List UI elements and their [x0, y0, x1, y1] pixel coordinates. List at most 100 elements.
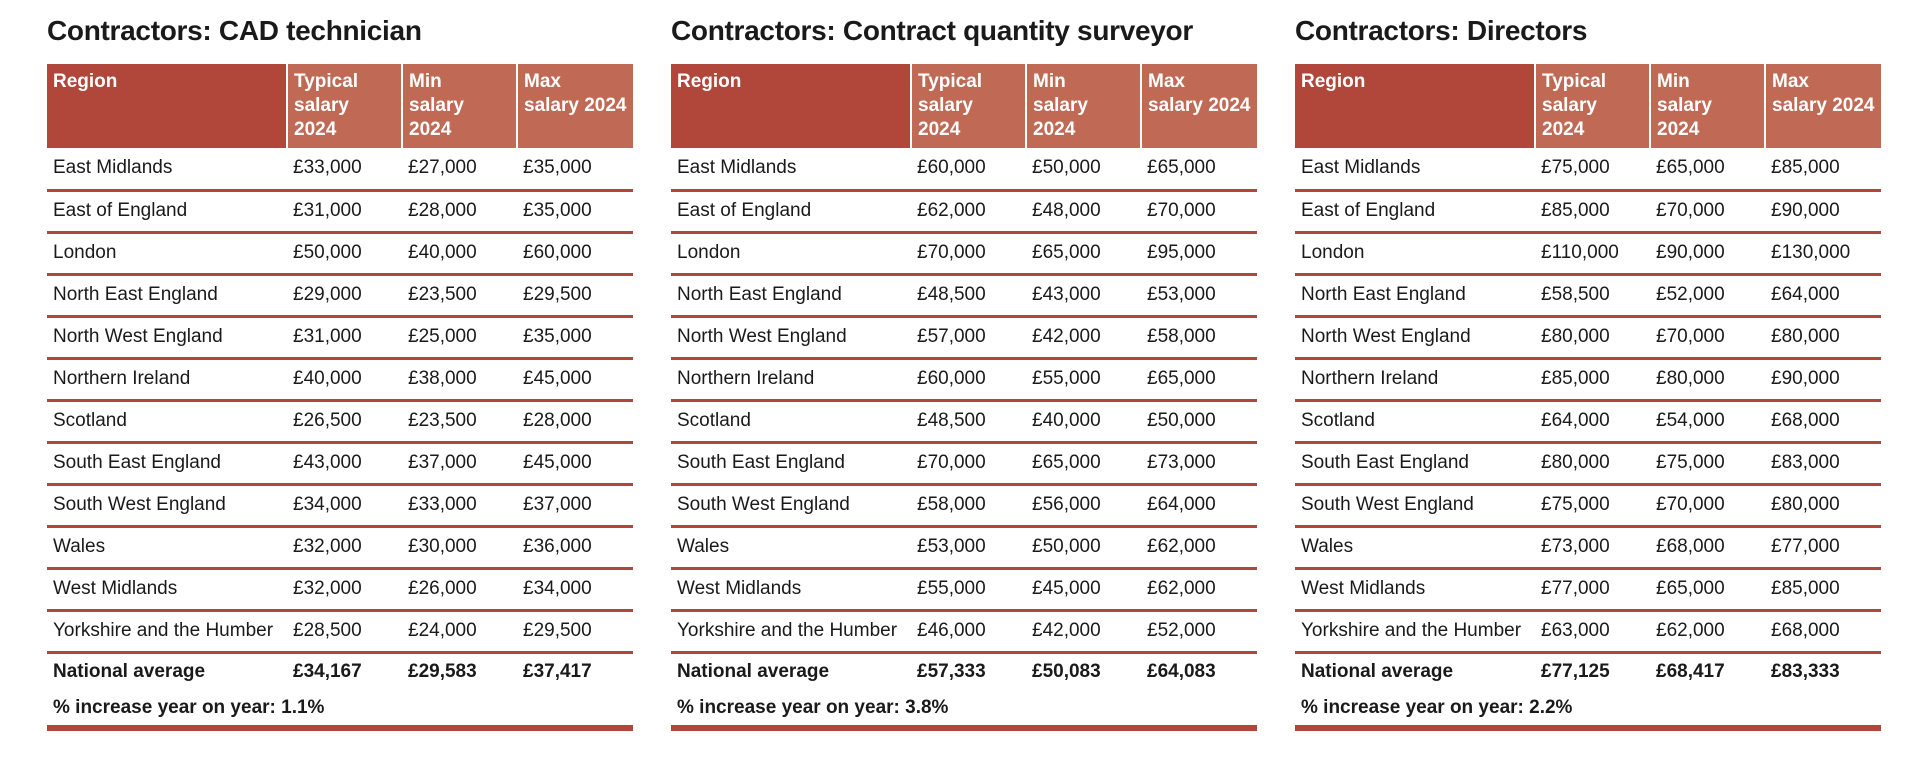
max-salary-cell: £68,000 [1765, 610, 1881, 654]
typical-salary-cell: £32,000 [287, 526, 402, 570]
typical-salary-cell: £60,000 [911, 358, 1026, 402]
header-region: Region [1295, 64, 1535, 148]
table-row: South East England £70,000 £65,000 £73,000 [671, 442, 1257, 486]
min-salary-cell: £40,000 [1026, 400, 1141, 444]
typical-salary-cell: £31,000 [287, 190, 402, 234]
header-region-line: Region [53, 71, 118, 92]
region-cell: West Midlands [1295, 568, 1535, 612]
min-salary-cell: £54,000 [1650, 400, 1765, 444]
typical-salary-cell: £32,000 [287, 568, 402, 612]
region-cell: West Midlands [671, 568, 911, 612]
header-typical-salary-line: Typical [1542, 71, 1607, 92]
table-row: East Midlands £75,000 £65,000 £85,000 [1295, 148, 1881, 192]
typical-salary-cell: £40,000 [287, 358, 402, 402]
table-row: North West England £57,000 £42,000 £58,000 [671, 316, 1257, 360]
region-cell: North West England [1295, 316, 1535, 360]
region-cell: South West England [671, 484, 911, 528]
max-salary-cell: £70,000 [1141, 190, 1257, 234]
region-cell: Wales [671, 526, 911, 570]
panel-title: Contractors: Directors [1295, 15, 1588, 46]
table-row: Wales £53,000 £50,000 £62,000 [671, 526, 1257, 570]
max-salary-cell: £130,000 [1765, 232, 1881, 276]
header-min-salary-line: salary 2024 [1033, 95, 1088, 140]
typical-salary-cell: £73,000 [1535, 526, 1650, 570]
typical-salary-cell: £77,000 [1535, 568, 1650, 612]
header-region: Region [47, 64, 287, 148]
max-salary-cell: £29,500 [517, 610, 633, 654]
region-cell: South East England [1295, 442, 1535, 486]
typical-salary-cell: £62,000 [911, 190, 1026, 234]
region-cell: Yorkshire and the Humber [1295, 610, 1535, 654]
table-row: West Midlands £77,000 £65,000 £85,000 [1295, 568, 1881, 612]
min-salary-cell: £75,000 [1650, 442, 1765, 486]
min-salary-cell: £68,000 [1650, 526, 1765, 570]
table-row: Northern Ireland £85,000 £80,000 £90,000 [1295, 358, 1881, 402]
min-salary-cell: £27,000 [402, 148, 517, 192]
typical-salary-cell: £29,000 [287, 274, 402, 318]
yearly-increase-row: % increase year on year: 1.1% [47, 690, 633, 731]
national-average-min-salary-cell: £68,417 [1656, 660, 1725, 682]
max-salary-cell: £52,000 [1141, 610, 1257, 654]
region-cell: South West England [1295, 484, 1535, 528]
region-cell: East of England [1295, 190, 1535, 234]
max-salary-cell: £65,000 [1141, 148, 1257, 192]
typical-salary-cell: £64,000 [1535, 400, 1650, 444]
region-cell: East Midlands [671, 148, 911, 192]
header-max-salary: Max salary 2024 [1140, 64, 1257, 148]
max-salary-cell: £85,000 [1765, 148, 1881, 192]
max-salary-cell: £65,000 [1141, 358, 1257, 402]
region-cell: North East England [47, 274, 287, 318]
national-average-row: National average £34,167 £29,583 £37,417 [47, 652, 633, 690]
header-min-salary: Min salary 2024 [1025, 64, 1141, 148]
max-salary-cell: £35,000 [517, 316, 633, 360]
min-salary-cell: £48,000 [1026, 190, 1141, 234]
typical-salary-cell: £70,000 [911, 442, 1026, 486]
national-average-region-cell: National average [1301, 660, 1454, 682]
region-cell: North West England [671, 316, 911, 360]
region-cell: South East England [671, 442, 911, 486]
min-salary-cell: £65,000 [1026, 232, 1141, 276]
max-salary-cell: £83,000 [1765, 442, 1881, 486]
table-row: Yorkshire and the Humber £46,000 £42,000 £5… [671, 610, 1257, 654]
header-typical-salary-line: salary 2024 [918, 95, 973, 140]
max-salary-cell: £35,000 [517, 148, 633, 192]
typical-salary-cell: £85,000 [1535, 358, 1650, 402]
min-salary-cell: £52,000 [1650, 274, 1765, 318]
header-min-salary-line: Min [1657, 71, 1690, 92]
header-max-salary: Max salary 2024 [1764, 64, 1881, 148]
table-row: North West England £80,000 £70,000 £80,000 [1295, 316, 1881, 360]
typical-salary-cell: £33,000 [287, 148, 402, 192]
typical-salary-cell: £31,000 [287, 316, 402, 360]
typical-salary-cell: £43,000 [287, 442, 402, 486]
table-row: Wales £32,000 £30,000 £36,000 [47, 526, 633, 570]
region-cell: Northern Ireland [671, 358, 911, 402]
table-row: South West England £58,000 £56,000 £64,000 [671, 484, 1257, 528]
typical-salary-cell: £80,000 [1535, 442, 1650, 486]
yearly-increase-row: % increase year on year: 2.2% [1295, 690, 1881, 731]
region-cell: East of England [671, 190, 911, 234]
max-salary-cell: £80,000 [1765, 316, 1881, 360]
max-salary-cell: £68,000 [1765, 400, 1881, 444]
typical-salary-cell: £58,000 [911, 484, 1026, 528]
national-average-max-salary-cell: £64,083 [1147, 660, 1216, 682]
min-salary-cell: £23,500 [402, 274, 517, 318]
table-row: Scotland £48,500 £40,000 £50,000 [671, 400, 1257, 444]
header-region-line: Region [677, 71, 742, 92]
table-row: North East England £48,500 £43,000 £53,000 [671, 274, 1257, 318]
header-max-salary-line: Max [524, 71, 561, 92]
max-salary-cell: £37,000 [517, 484, 633, 528]
min-salary-cell: £37,000 [402, 442, 517, 486]
min-salary-cell: £70,000 [1650, 316, 1765, 360]
header-typical-salary: Typical salary 2024 [1534, 64, 1650, 148]
header-region-line: Region [1301, 71, 1366, 92]
table-row: Yorkshire and the Humber £63,000 £62,000 £6… [1295, 610, 1881, 654]
typical-salary-cell: £26,500 [287, 400, 402, 444]
max-salary-cell: £45,000 [517, 358, 633, 402]
max-salary-cell: £64,000 [1141, 484, 1257, 528]
region-cell: East Midlands [47, 148, 287, 192]
region-cell: Yorkshire and the Humber [671, 610, 911, 654]
typical-salary-cell: £48,500 [911, 274, 1026, 318]
max-salary-cell: £29,500 [517, 274, 633, 318]
min-salary-cell: £42,000 [1026, 610, 1141, 654]
min-salary-cell: £42,000 [1026, 316, 1141, 360]
